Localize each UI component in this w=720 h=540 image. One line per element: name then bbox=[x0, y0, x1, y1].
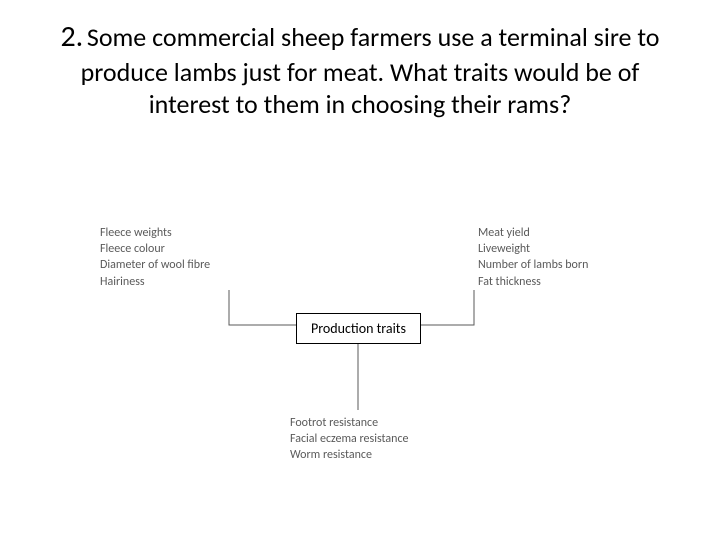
traits-diagram: Production traits Fleece weightsFleece c… bbox=[0, 200, 720, 500]
trait-item: Fat thickness bbox=[478, 274, 588, 290]
trait-list-right: Meat yieldLiveweightNumber of lambs born… bbox=[478, 225, 588, 290]
question-heading: 2. Some commercial sheep farmers use a t… bbox=[0, 0, 720, 121]
trait-item: Diameter of wool fibre bbox=[100, 257, 210, 273]
trait-item: Meat yield bbox=[478, 225, 588, 241]
trait-item: Facial eczema resistance bbox=[290, 431, 409, 447]
trait-item: Footrot resistance bbox=[290, 415, 409, 431]
trait-list-left: Fleece weightsFleece colourDiameter of w… bbox=[100, 225, 210, 290]
trait-item: Fleece weights bbox=[100, 225, 210, 241]
question-text: Some commercial sheep farmers use a term… bbox=[81, 21, 660, 120]
production-traits-label: Production traits bbox=[311, 320, 406, 337]
trait-item: Hairiness bbox=[100, 274, 210, 290]
trait-item: Number of lambs born bbox=[478, 257, 588, 273]
trait-item: Liveweight bbox=[478, 241, 588, 257]
trait-list-bottom: Footrot resistanceFacial eczema resistan… bbox=[290, 415, 409, 464]
production-traits-box: Production traits bbox=[296, 313, 421, 344]
trait-item: Worm resistance bbox=[290, 447, 409, 463]
trait-item: Fleece colour bbox=[100, 241, 210, 257]
question-number: 2. bbox=[60, 18, 83, 55]
